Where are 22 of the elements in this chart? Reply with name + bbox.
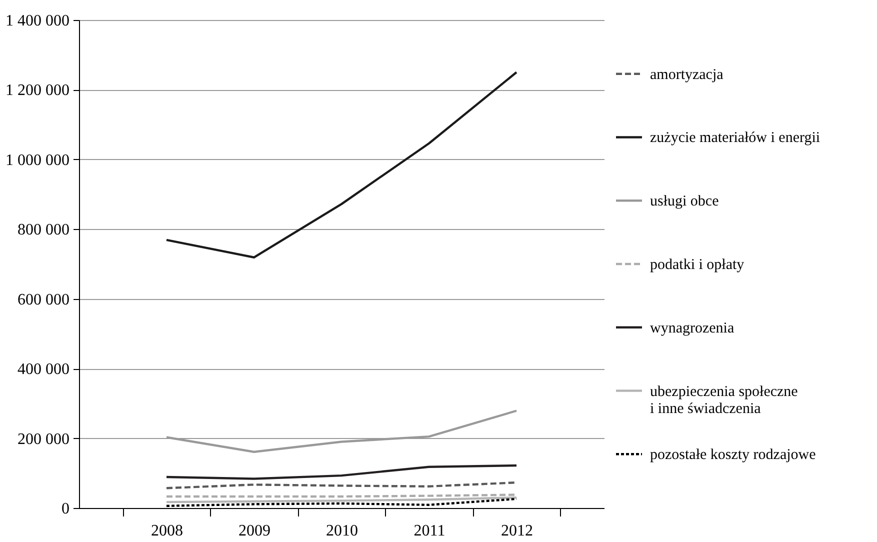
legend-label: zużycie materiałów i energii xyxy=(650,130,820,146)
y-tick-label: 600 000 xyxy=(18,291,70,308)
legend-label: pozostałe koszty rodzajowe xyxy=(650,447,816,464)
x-tick-label: 2011 xyxy=(414,522,446,540)
legend-label: usługi obce xyxy=(650,194,720,210)
y-tick-label: 800 000 xyxy=(18,222,70,239)
legend-label: ubezpieczenia społeczne i inne świadczenia xyxy=(650,384,798,417)
x-tick-label: 2010 xyxy=(326,522,358,540)
x-tick-label: 2012 xyxy=(501,522,533,540)
line-series xyxy=(165,464,518,480)
y-tick-label: 1 000 000 xyxy=(6,152,70,169)
y-tick-label: 200 000 xyxy=(18,430,70,448)
line-series xyxy=(165,71,518,258)
legend-label: amortyzacja xyxy=(650,66,724,83)
y-tick-label: 1 400 000 xyxy=(6,12,70,30)
x-tick-label: 2009 xyxy=(238,522,270,540)
legend-label: wynagrozenia xyxy=(650,320,734,336)
y-tick-label: 400 000 xyxy=(18,361,70,378)
legend-label: podatki i opłaty xyxy=(650,257,745,273)
y-tick-label: 0 xyxy=(62,500,70,518)
y-tick-label: 1 200 000 xyxy=(6,82,70,100)
x-tick-label: 2008 xyxy=(151,522,183,540)
